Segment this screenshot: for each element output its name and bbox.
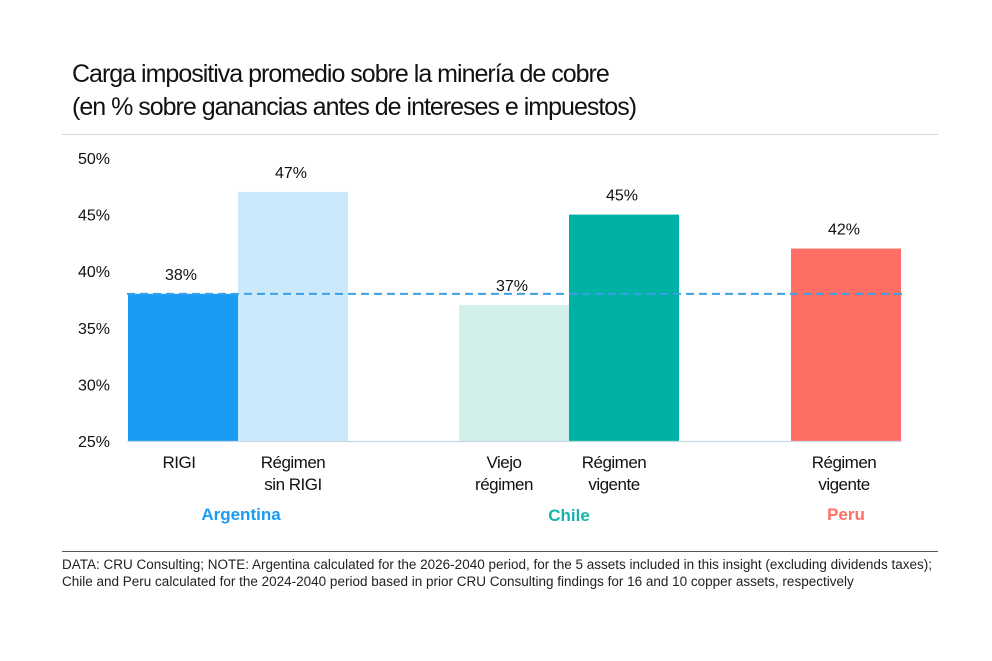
category-label: Régimen bbox=[582, 453, 647, 472]
bar bbox=[791, 248, 901, 441]
data-label: 38% bbox=[165, 267, 197, 284]
category-label: régimen bbox=[475, 475, 533, 494]
data-label: 45% bbox=[606, 188, 638, 205]
y-tick-label: 40% bbox=[78, 264, 110, 281]
data-label: 42% bbox=[828, 222, 860, 239]
y-tick-label: 25% bbox=[78, 434, 110, 451]
group-label: Peru bbox=[827, 505, 865, 524]
category-label: RIGI bbox=[163, 453, 196, 472]
chart-title: Carga impositiva promedio sobre la miner… bbox=[72, 58, 892, 124]
category-label: Régimen bbox=[812, 453, 877, 472]
category-label: sin RIGI bbox=[264, 475, 321, 494]
bar bbox=[238, 191, 348, 441]
category-label: vigente bbox=[818, 475, 869, 494]
category-label: Viejo bbox=[487, 453, 522, 472]
bar bbox=[459, 305, 569, 441]
title-divider bbox=[62, 134, 938, 135]
footnote-divider bbox=[62, 551, 938, 552]
category-label: vigente bbox=[588, 475, 639, 494]
bar bbox=[128, 293, 238, 441]
data-label: 47% bbox=[275, 165, 307, 182]
group-label: Chile bbox=[548, 506, 590, 525]
chart-title-line-1: Carga impositiva promedio sobre la miner… bbox=[72, 60, 610, 88]
chart-title-line-2: (en % sobre ganancias antes de intereses… bbox=[72, 93, 637, 121]
y-tick-label: 30% bbox=[78, 377, 110, 394]
group-label: Argentina bbox=[201, 505, 281, 524]
footnote: DATA: CRU Consulting; NOTE: Argentina ca… bbox=[62, 557, 932, 589]
y-tick-label: 45% bbox=[78, 208, 110, 225]
y-tick-label: 35% bbox=[78, 321, 110, 338]
y-tick-label: 50% bbox=[78, 151, 110, 168]
data-label: 37% bbox=[496, 278, 528, 295]
category-label: Régimen bbox=[261, 453, 326, 472]
bar bbox=[569, 214, 679, 441]
